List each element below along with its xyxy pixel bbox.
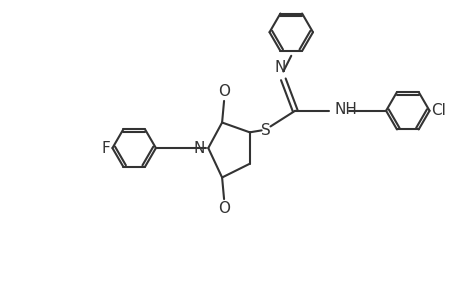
Text: O: O [218, 84, 230, 99]
Text: S: S [260, 123, 270, 138]
Text: NH: NH [334, 102, 357, 117]
Text: F: F [101, 140, 110, 155]
Text: Cl: Cl [431, 103, 445, 118]
Text: N: N [274, 60, 285, 75]
Text: O: O [218, 201, 230, 216]
Text: N: N [194, 140, 205, 155]
